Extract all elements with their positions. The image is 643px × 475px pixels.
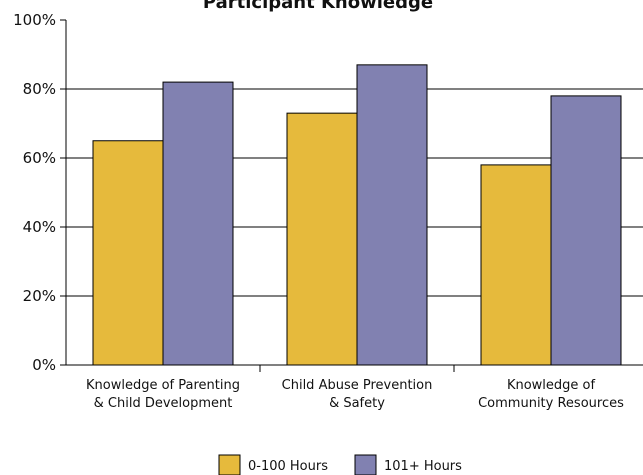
x-tick-label: Knowledge of Parenting & Child Developmen… [86, 378, 240, 411]
bar [286, 112, 358, 366]
bar [550, 95, 622, 366]
y-tick-label: 60% [23, 149, 56, 167]
x-tick-label: Child Abuse Prevention & Safety [282, 378, 433, 411]
x-tick-label-line: Child Abuse Prevention [282, 378, 433, 393]
bar [480, 164, 552, 366]
legend-label: 101+ Hours [384, 459, 462, 474]
y-tick-label: 80% [23, 80, 56, 98]
x-tick-label-line: Knowledge of [507, 378, 596, 393]
bar [356, 64, 428, 366]
chart-title: Participant Knowledge [203, 0, 433, 13]
x-tick-label-line: & Safety [329, 396, 385, 411]
x-tick-label-line: & Child Development [94, 396, 233, 411]
y-tick-label: 100% [13, 11, 56, 29]
y-tick-label: 0% [32, 356, 56, 374]
x-tick-label-line: Knowledge of Parenting [86, 378, 240, 393]
y-tick-label: 20% [23, 287, 56, 305]
bar [162, 81, 234, 366]
bar [92, 140, 164, 366]
legend-label: 0-100 Hours [248, 459, 328, 474]
legend-swatch [218, 454, 241, 475]
legend-swatch [354, 454, 377, 475]
y-tick-label: 40% [23, 218, 56, 236]
x-tick-label: Knowledge of Community Resources [478, 378, 624, 411]
x-tick-label-line: Community Resources [478, 396, 624, 411]
